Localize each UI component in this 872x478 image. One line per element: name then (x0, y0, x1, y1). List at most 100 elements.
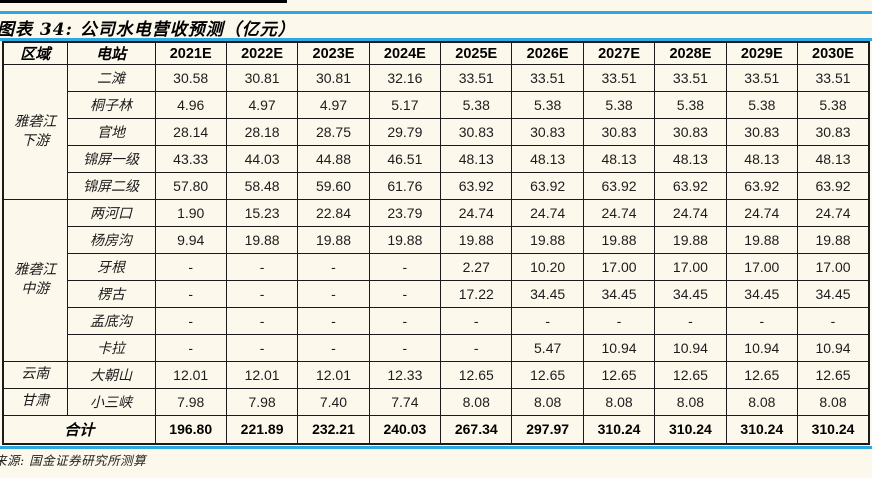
value-cell: 33.51 (582, 64, 656, 92)
value-cell: 30.83 (654, 117, 727, 146)
value-cell: 19.88 (725, 225, 799, 254)
value-cell: 48.13 (511, 144, 584, 173)
value-cell: 10.94 (582, 333, 656, 362)
value-cell: 12.65 (797, 360, 870, 389)
value-cell: 12.01 (297, 360, 370, 389)
value-cell: - (511, 306, 584, 335)
value-cell: 12.65 (654, 360, 727, 389)
total-value-cell: 310.24 (654, 414, 727, 445)
top-blue-rule (0, 11, 872, 14)
value-cell: 8.08 (797, 387, 870, 416)
region-cell: 雅砻江 中游 (2, 198, 68, 362)
value-cell: - (154, 252, 227, 281)
year-column-header: 2023E (297, 41, 370, 65)
value-cell: - (368, 333, 442, 362)
station-cell: 孟底沟 (66, 306, 156, 335)
value-cell: 33.51 (440, 64, 513, 92)
year-column-header: 2029E (725, 41, 799, 65)
value-cell: 48.13 (797, 144, 870, 173)
station-cell: 桐子林 (66, 90, 156, 119)
value-cell: 4.97 (297, 90, 370, 119)
value-cell: 17.00 (654, 252, 727, 281)
total-value-cell: 310.24 (582, 414, 656, 445)
value-cell: 63.92 (511, 171, 584, 200)
value-cell: 28.18 (225, 117, 299, 146)
value-cell: - (297, 252, 370, 281)
station-cell: 楞古 (66, 279, 156, 308)
value-cell: 8.08 (654, 387, 727, 416)
value-cell: - (440, 306, 513, 335)
value-cell: - (368, 279, 442, 308)
value-cell: 29.79 (368, 117, 442, 146)
value-cell: - (225, 279, 299, 308)
station-cell: 锦屏二级 (66, 171, 156, 200)
value-cell: 12.33 (368, 360, 442, 389)
value-cell: 19.88 (440, 225, 513, 254)
value-cell: 12.65 (582, 360, 656, 389)
value-cell: 17.22 (440, 279, 513, 308)
value-cell: 19.88 (582, 225, 656, 254)
total-value-cell: 310.24 (797, 414, 870, 445)
value-cell: 63.92 (654, 171, 727, 200)
value-cell: 33.51 (725, 64, 799, 92)
value-cell: 5.38 (797, 90, 870, 119)
value-cell: 10.20 (511, 252, 584, 281)
year-column-header: 2027E (582, 41, 656, 65)
station-row: 锦屏一级 43.33 44.03 44.88 46.51 48.13 48.13 48.13 4… (3, 144, 870, 173)
value-cell: 12.65 (511, 360, 584, 389)
value-cell: 5.38 (582, 90, 656, 119)
value-cell: 4.97 (225, 90, 299, 119)
value-cell: 15.23 (225, 198, 299, 227)
value-cell: 24.74 (582, 198, 656, 227)
value-cell: 24.74 (654, 198, 727, 227)
station-row: 雅砻江 中游 两河口 1.90 15.23 22.84 23.79 24.74 24.74 24… (2, 198, 870, 362)
value-cell: 30.83 (440, 117, 513, 146)
value-cell: 8.08 (511, 387, 584, 416)
value-cell: 43.33 (154, 144, 227, 173)
total-label: 合计 (2, 414, 156, 445)
value-cell: - (725, 306, 799, 335)
source-note: 来源: 国金证券研究所测算 (0, 453, 147, 468)
value-cell: 5.17 (368, 90, 442, 119)
value-cell: 46.51 (368, 144, 442, 173)
station-cell: 牙根 (66, 252, 156, 281)
value-cell: 34.45 (725, 279, 799, 308)
value-cell: 19.88 (797, 225, 870, 254)
station-column-header: 电站 (66, 41, 156, 65)
value-cell: 7.40 (297, 387, 370, 416)
value-cell: 28.75 (297, 117, 370, 146)
station-cell: 锦屏一级 (66, 144, 156, 173)
value-cell: - (440, 333, 513, 362)
station-cell: 两河口 (66, 198, 156, 227)
region-cell: 甘肃 (2, 387, 68, 416)
total-value-cell: 221.89 (225, 414, 299, 445)
value-cell: 24.74 (511, 198, 584, 227)
value-cell: - (225, 306, 299, 335)
total-value-cell: 267.34 (440, 414, 513, 445)
value-cell: 34.45 (511, 279, 584, 308)
value-cell: - (154, 279, 227, 308)
value-cell: 30.83 (725, 117, 799, 146)
value-cell: 5.38 (440, 90, 513, 119)
year-column-header: 2021E (154, 41, 227, 65)
value-cell: - (154, 306, 227, 335)
value-cell: 63.92 (797, 171, 870, 200)
station-cell: 二滩 (66, 64, 156, 92)
value-cell: 5.47 (511, 333, 584, 362)
value-cell: 24.74 (797, 198, 870, 227)
station-row: 杨房沟 9.94 19.88 19.88 19.88 19.88 19.88 19.88 19.… (3, 225, 870, 254)
value-cell: 12.65 (440, 360, 513, 389)
station-row: 孟底沟 - - - - - - - - - - (3, 306, 870, 335)
value-cell: 19.88 (511, 225, 584, 254)
year-column-header: 2024E (368, 41, 442, 65)
value-cell: - (297, 306, 370, 335)
value-cell: 12.01 (154, 360, 227, 389)
value-cell: 34.45 (797, 279, 870, 308)
year-column-header: 2022E (225, 41, 299, 65)
value-cell: 33.51 (654, 64, 727, 92)
value-cell: 48.13 (440, 144, 513, 173)
total-value-cell: 297.97 (511, 414, 584, 445)
forecast-table: 区域 电站 2021E 2022E 2023E 2024E 2025E 2026E 2027E 2… (2, 41, 870, 445)
station-row: 楞古 - - - -17.22 34.45 34.45 34.45 34.45 34.45 (3, 279, 870, 308)
